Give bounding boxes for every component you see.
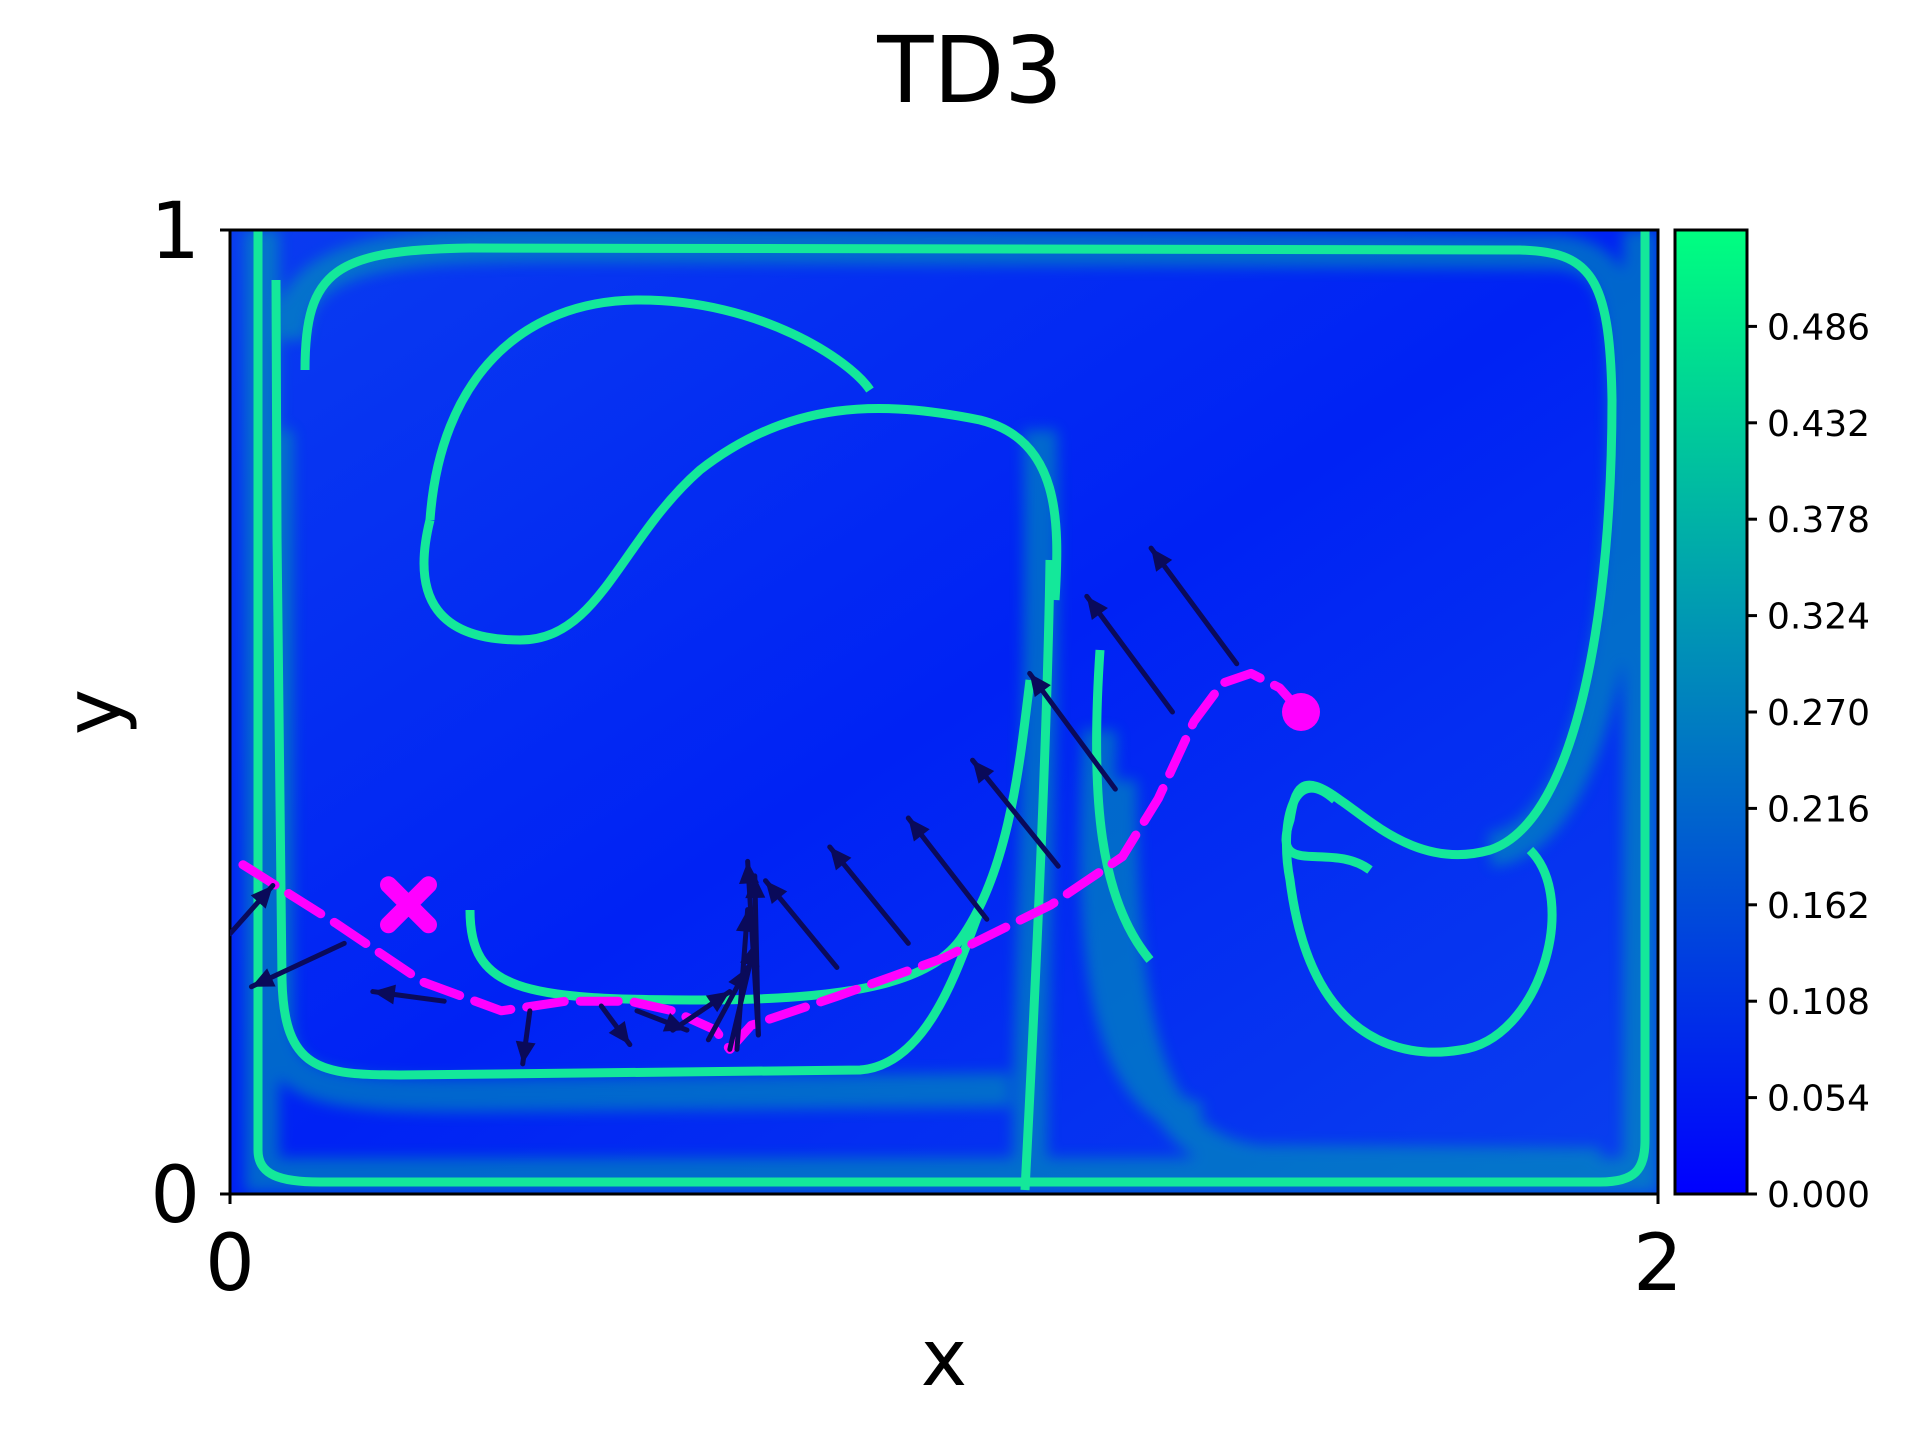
goal-marker — [380, 876, 437, 934]
y-tick-label: 0 — [150, 1151, 200, 1241]
action-arrow — [248, 940, 347, 990]
colorbar-tick-label: 0.378 — [1767, 500, 1870, 541]
trajectory-line — [230, 668, 1306, 1054]
action-arrow — [230, 883, 276, 937]
action-arrow — [515, 1008, 536, 1067]
action-arrow — [370, 984, 447, 1005]
action-arrow — [970, 757, 1061, 869]
start-marker — [1282, 693, 1320, 731]
action-arrow — [1084, 593, 1175, 715]
colorbar-gradient — [1673, 228, 1749, 1196]
action-arrow — [827, 844, 911, 946]
action-arrow — [905, 815, 990, 922]
x-tick-label: 0 — [205, 1219, 255, 1309]
colorbar-tick-label: 0.432 — [1767, 404, 1870, 445]
y-axis: 0 1 y — [49, 187, 230, 1241]
colorbar-tick-label: 0.162 — [1767, 886, 1870, 927]
action-arrow — [1148, 545, 1240, 667]
overlay-layer — [230, 545, 1320, 1067]
colorbar-tick-label: 0.216 — [1767, 789, 1870, 830]
action-arrow — [670, 989, 733, 1033]
heatmap-field — [230, 230, 1658, 1194]
colorbar-tick-label: 0.054 — [1767, 1079, 1870, 1120]
action-arrow — [1027, 670, 1118, 792]
plot-frame — [228, 228, 1660, 1196]
colorbar-tick-label: 0.486 — [1767, 307, 1870, 348]
colorbar: 0.000 0.054 0.108 0.162 0.216 0.270 0.324 0.378… — [1673, 228, 1870, 1216]
colorbar-tick-label: 0.324 — [1767, 597, 1870, 638]
x-axis-label: x — [921, 1314, 967, 1404]
x-axis: 0 2 x — [205, 1194, 1683, 1404]
colorbar-tick-label: 0.000 — [1767, 1175, 1870, 1216]
y-tick-label: 1 — [150, 187, 200, 277]
colorbar-tick-label: 0.108 — [1767, 982, 1870, 1023]
colorbar-ticks: 0.000 0.054 0.108 0.162 0.216 0.270 0.324 0.378… — [1747, 307, 1870, 1216]
action-arrow — [598, 1003, 633, 1048]
x-tick-label: 2 — [1633, 1219, 1683, 1309]
colorbar-tick-label: 0.270 — [1767, 693, 1870, 734]
action-arrow — [739, 858, 761, 1038]
y-axis-label: y — [49, 689, 139, 735]
chart-title: TD3 — [876, 17, 1063, 124]
action-arrow — [763, 878, 840, 970]
